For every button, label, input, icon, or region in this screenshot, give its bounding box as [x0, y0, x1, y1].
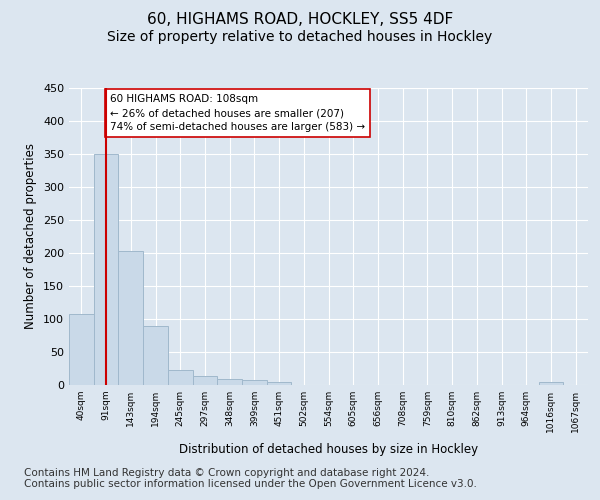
Bar: [94, 154, 118, 385]
Bar: [143, 326, 168, 385]
Text: 60, HIGHAMS ROAD, HOCKLEY, SS5 4DF: 60, HIGHAMS ROAD, HOCKLEY, SS5 4DF: [147, 12, 453, 28]
Bar: [242, 380, 267, 385]
Bar: [217, 379, 242, 385]
Bar: [539, 382, 563, 385]
Text: Distribution of detached houses by size in Hockley: Distribution of detached houses by size …: [179, 442, 478, 456]
Y-axis label: Number of detached properties: Number of detached properties: [25, 143, 37, 329]
Text: Size of property relative to detached houses in Hockley: Size of property relative to detached ho…: [107, 30, 493, 44]
Text: 60 HIGHAMS ROAD: 108sqm
← 26% of detached houses are smaller (207)
74% of semi-d: 60 HIGHAMS ROAD: 108sqm ← 26% of detache…: [110, 94, 365, 132]
Bar: [168, 370, 193, 385]
Bar: [193, 376, 217, 385]
Bar: [118, 251, 143, 385]
Bar: [69, 314, 94, 385]
Bar: [267, 382, 292, 385]
Text: Contains HM Land Registry data © Crown copyright and database right 2024.
Contai: Contains HM Land Registry data © Crown c…: [24, 468, 477, 489]
